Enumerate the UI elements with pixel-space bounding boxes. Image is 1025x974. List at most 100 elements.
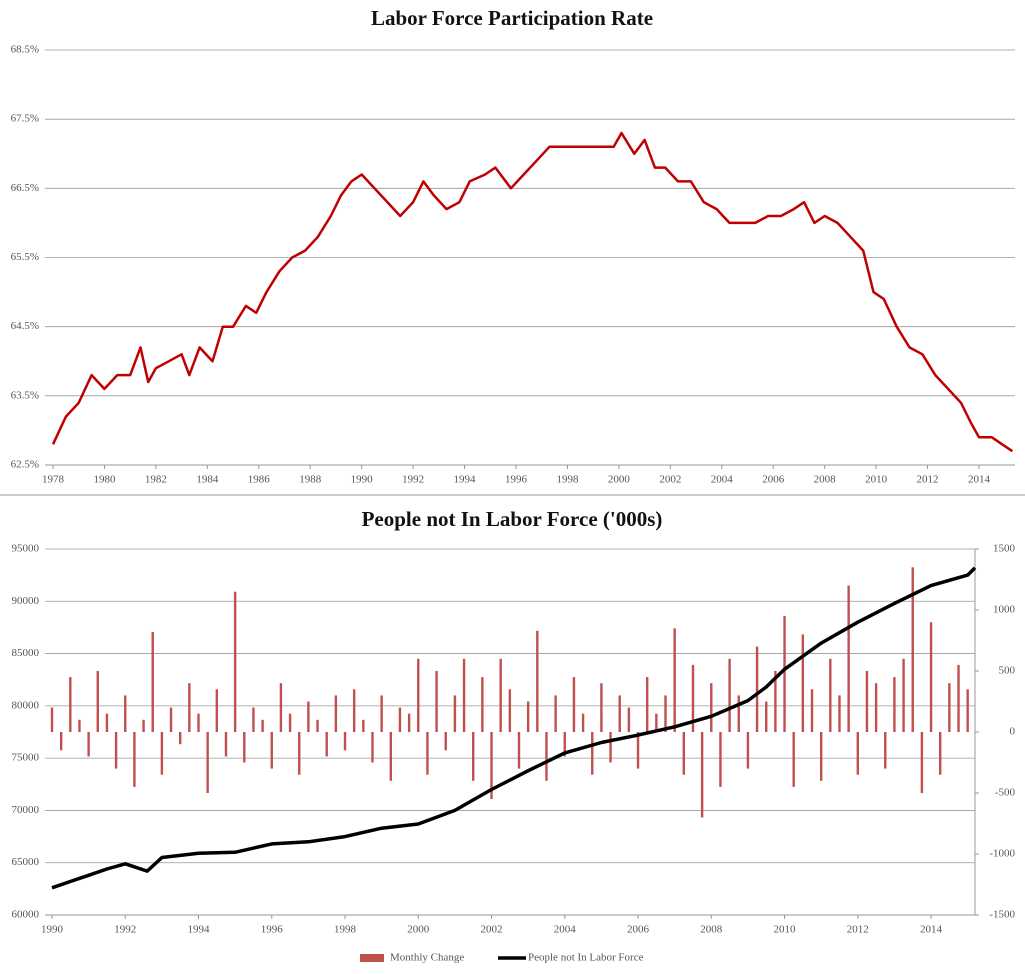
bar xyxy=(151,631,154,732)
y2-tick-label: 1500 xyxy=(993,543,1016,555)
bar xyxy=(838,695,841,732)
bar xyxy=(224,732,228,757)
x-tick-label: 1996 xyxy=(261,924,284,936)
bar xyxy=(554,695,557,732)
bar xyxy=(133,732,136,787)
bar xyxy=(435,671,438,732)
bar xyxy=(765,701,768,732)
bar xyxy=(169,707,173,732)
bar xyxy=(508,689,512,732)
bar xyxy=(563,732,566,757)
bar xyxy=(142,719,145,732)
bar xyxy=(581,713,585,732)
bar xyxy=(407,713,411,732)
bar xyxy=(124,695,127,732)
y-tick-label: 75000 xyxy=(12,752,40,764)
y2-tick-label: -1000 xyxy=(989,848,1015,860)
x-tick-label: 1988 xyxy=(299,474,322,486)
bar xyxy=(691,664,695,732)
bar xyxy=(316,719,319,732)
bar xyxy=(902,658,905,732)
bar xyxy=(270,732,273,769)
bar xyxy=(536,630,539,732)
bar xyxy=(206,732,209,793)
y-tick-label: 65.5% xyxy=(11,251,39,263)
bar xyxy=(920,732,924,793)
y-tick-label: 80000 xyxy=(12,699,40,711)
chart-title: Labor Force Participation Rate xyxy=(371,6,653,30)
y-tick-label: 65000 xyxy=(12,856,40,868)
bar xyxy=(865,671,869,732)
bar xyxy=(178,732,182,745)
bar xyxy=(939,732,942,775)
bar xyxy=(343,732,347,751)
y2-tick-label: 500 xyxy=(999,665,1016,677)
bar xyxy=(298,732,301,775)
bar xyxy=(600,683,603,732)
legend-swatch xyxy=(360,954,384,962)
x-tick-label: 2010 xyxy=(865,474,888,486)
bar xyxy=(847,585,850,732)
y2-tick-label: 0 xyxy=(1010,726,1016,738)
bar xyxy=(710,683,713,732)
y-tick-label: 62.5% xyxy=(11,459,39,471)
bar xyxy=(426,732,429,775)
x-tick-label: 2012 xyxy=(847,924,869,936)
bar xyxy=(233,591,237,732)
bar xyxy=(215,689,219,732)
y-tick-label: 90000 xyxy=(12,595,40,607)
bar xyxy=(792,732,795,787)
y-tick-label: 66.5% xyxy=(11,182,39,194)
bar xyxy=(783,616,786,732)
bar xyxy=(417,658,420,732)
x-tick-label: 1996 xyxy=(505,474,528,486)
bar xyxy=(929,622,933,732)
y-tick-label: 70000 xyxy=(12,804,40,816)
bar xyxy=(627,707,631,732)
bar xyxy=(526,701,530,732)
bar xyxy=(279,683,283,732)
bar xyxy=(398,707,402,732)
bar xyxy=(481,677,484,732)
bar xyxy=(774,671,777,732)
bar xyxy=(609,732,612,763)
x-tick-label: 1990 xyxy=(41,924,64,936)
legend-label: People not In Labor Force xyxy=(528,952,644,964)
x-tick-label: 1992 xyxy=(402,474,424,486)
x-tick-label: 2002 xyxy=(659,474,681,486)
bar xyxy=(472,732,475,781)
bar xyxy=(352,689,356,732)
x-tick-label: 1998 xyxy=(556,474,579,486)
x-tick-label: 1986 xyxy=(248,474,271,486)
bar xyxy=(591,732,594,775)
bar xyxy=(389,732,392,781)
bar xyxy=(50,707,54,732)
bar xyxy=(453,695,457,732)
x-tick-label: 2006 xyxy=(762,474,785,486)
legend-label: Monthly Change xyxy=(390,952,464,964)
y2-tick-label: 1000 xyxy=(993,604,1016,616)
bar xyxy=(728,658,731,732)
y-tick-label: 68.5% xyxy=(11,44,39,56)
x-tick-label: 1992 xyxy=(114,924,136,936)
y-tick-label: 64.5% xyxy=(11,320,39,332)
bar xyxy=(618,695,621,732)
bar xyxy=(371,732,374,763)
bar xyxy=(948,683,951,732)
y-tick-label: 67.5% xyxy=(11,113,39,125)
x-tick-label: 2004 xyxy=(554,924,577,936)
bar xyxy=(682,732,686,775)
bar xyxy=(819,732,823,781)
data-line xyxy=(51,566,977,890)
bar xyxy=(737,695,740,732)
bar xyxy=(884,732,887,769)
bar xyxy=(636,732,640,769)
bar xyxy=(700,732,704,818)
bar xyxy=(334,695,338,732)
bar xyxy=(719,732,722,787)
bar xyxy=(380,695,383,732)
y2-tick-label: -500 xyxy=(995,787,1016,799)
bar xyxy=(893,677,896,732)
x-tick-label: 1982 xyxy=(145,474,167,486)
